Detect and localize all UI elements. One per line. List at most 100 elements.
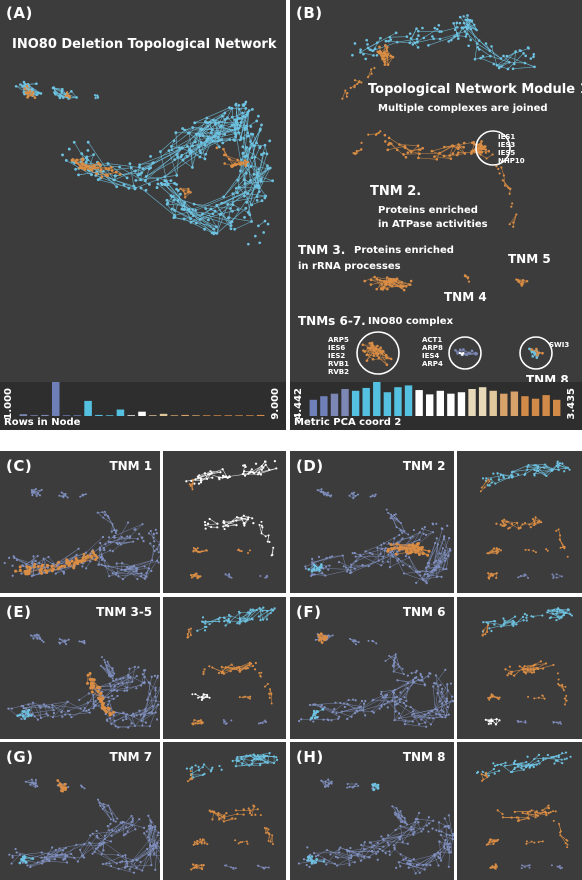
network-node: [29, 714, 33, 717]
network-node: [371, 699, 374, 702]
network-node: [237, 104, 241, 107]
network-node: [456, 151, 460, 154]
network-node: [556, 460, 559, 463]
histogram-bar: [500, 393, 508, 416]
network-node: [69, 713, 72, 716]
network-node: [392, 277, 395, 281]
network-node: [478, 143, 482, 146]
network-node: [514, 50, 517, 53]
network-node: [243, 617, 246, 620]
network-node: [237, 107, 241, 111]
network-node: [377, 356, 381, 360]
network-node: [386, 148, 390, 152]
network-node: [193, 573, 196, 577]
network-node: [402, 288, 406, 292]
network-edge: [189, 211, 209, 221]
network-node: [265, 152, 269, 156]
network-module: [96, 510, 118, 535]
network-node: [445, 557, 448, 560]
network-node: [150, 675, 153, 678]
tnm67-title: TNMs 6-7.: [298, 314, 366, 328]
network-edge: [212, 667, 223, 673]
network-node: [260, 675, 263, 678]
network-edge: [70, 712, 90, 715]
network-node: [103, 510, 106, 513]
network-node: [238, 669, 242, 672]
network-node: [93, 553, 97, 557]
network-node: [123, 569, 127, 572]
network-node: [261, 609, 264, 612]
network-node: [369, 283, 373, 286]
histogram-bar: [235, 415, 243, 416]
network-edge: [390, 278, 404, 287]
network-node: [206, 124, 210, 128]
network-node: [346, 702, 349, 706]
network-node: [373, 47, 377, 51]
network-node: [385, 363, 389, 367]
gene-label: IES6: [328, 344, 346, 352]
network-node: [327, 491, 330, 494]
network-node: [251, 517, 254, 520]
network-edge: [52, 87, 61, 99]
network-node: [51, 706, 54, 709]
network-node: [67, 638, 70, 641]
tnm3-subtitle-2: in rRNA processes: [298, 261, 401, 272]
network-node: [223, 721, 226, 724]
network-edge: [411, 145, 419, 153]
network-node: [559, 546, 562, 549]
network-node: [384, 694, 387, 697]
network-node: [386, 63, 390, 66]
network-node: [364, 550, 367, 553]
network-edge: [201, 694, 208, 701]
small-network-left: [3, 487, 161, 581]
small-panel-label: TNM 3-5: [96, 605, 153, 619]
network-node: [156, 674, 159, 678]
network-node: [81, 162, 85, 166]
network-node: [129, 166, 133, 170]
network-node: [92, 707, 95, 710]
network-node: [223, 111, 227, 115]
network-node: [428, 716, 431, 720]
network-edge: [84, 165, 95, 168]
network-node: [392, 670, 395, 673]
network-node: [369, 346, 373, 350]
network-node: [394, 31, 398, 35]
network-node: [255, 184, 258, 188]
network-edge: [55, 565, 75, 574]
network-node: [191, 126, 195, 129]
network-node: [114, 530, 117, 533]
network-node: [226, 476, 229, 479]
network-module: [224, 573, 233, 579]
network-node: [388, 283, 392, 287]
network-node: [107, 540, 110, 543]
network-edge: [166, 181, 190, 210]
network-node: [244, 206, 248, 210]
network-node: [363, 350, 366, 353]
network-node: [310, 574, 313, 578]
histogram-bar: [553, 399, 561, 416]
network-edge: [71, 710, 84, 718]
network-edge: [139, 147, 183, 166]
network-edge: [67, 702, 88, 712]
network-node: [128, 667, 131, 670]
network-node: [531, 355, 535, 358]
network-node: [390, 513, 393, 516]
network-edge: [502, 180, 509, 189]
network-node: [403, 529, 406, 532]
network-node: [333, 707, 336, 711]
network-edge: [164, 184, 193, 210]
network-node: [230, 123, 234, 127]
network-node: [402, 564, 405, 567]
network-node: [511, 202, 514, 205]
network-node: [93, 94, 97, 97]
network-node: [368, 342, 372, 345]
network-edge: [142, 147, 183, 170]
network-node: [159, 686, 161, 689]
network-module: [550, 573, 563, 579]
network-module: [192, 547, 209, 554]
network-node: [188, 151, 192, 155]
network-node: [462, 15, 465, 18]
network-node: [418, 722, 421, 726]
network-edge: [397, 679, 426, 686]
network-edge: [355, 553, 373, 562]
